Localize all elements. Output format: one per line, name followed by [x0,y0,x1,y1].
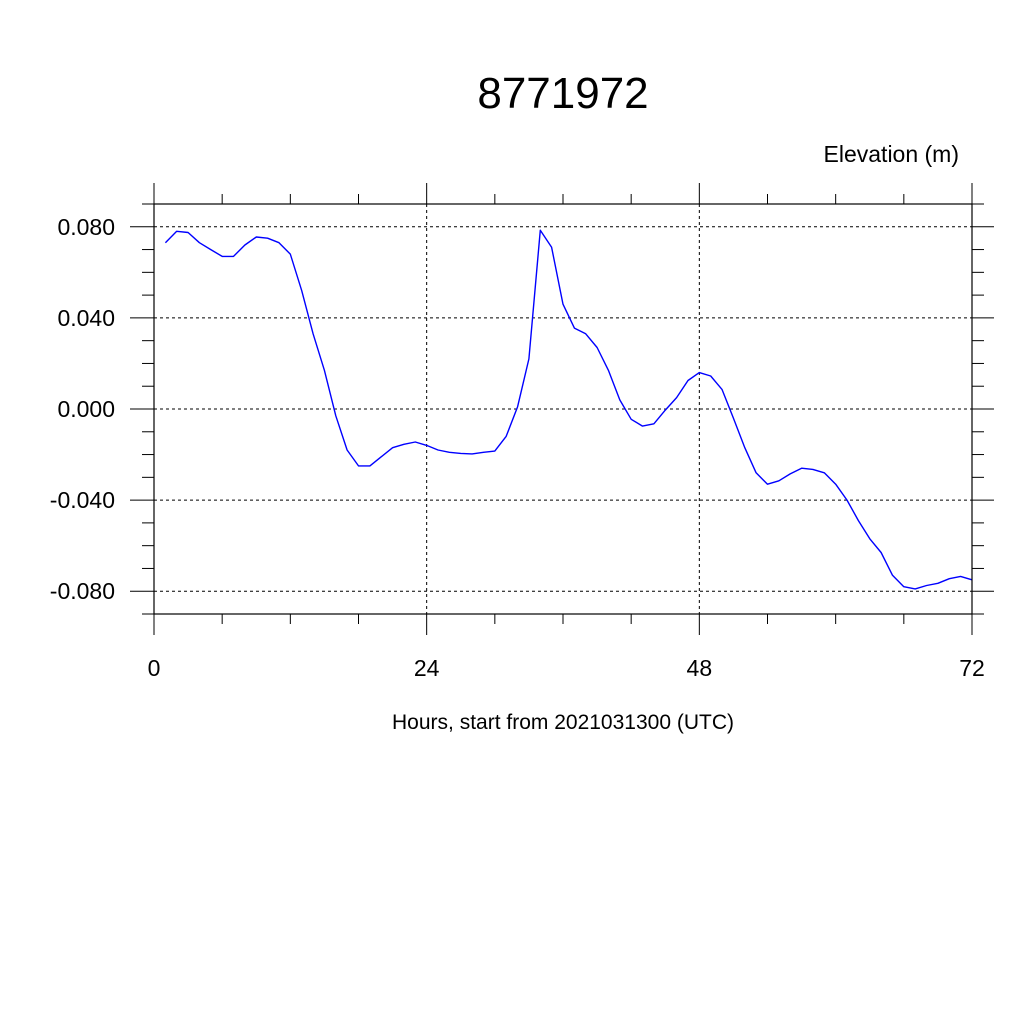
tick-labels: 0.080 0.040 0.000 -0.040 -0.080 0 24 48 72 [50,214,985,681]
x-axis-label: Hours, start from 2021031300 (UTC) [392,711,734,734]
axis-ticks [130,183,994,635]
chart-title: 8771972 [477,69,648,118]
y-tick-label: -0.040 [50,487,115,513]
x-tick-label: 72 [959,655,985,681]
x-tick-label: 0 [148,655,161,681]
x-tick-label: 48 [687,655,713,681]
series-layer [164,229,973,590]
y-tick-label: -0.080 [50,578,115,604]
y-tick-label: 0.000 [57,396,115,422]
y-axis-label: Elevation (m) [824,141,959,167]
y-tick-label: 0.040 [57,305,115,331]
x-tick-label: 24 [414,655,440,681]
plot-frame [153,203,973,615]
plot-border [153,203,973,615]
grid [154,204,972,614]
series-line [164,229,973,590]
y-tick-label: 0.080 [57,214,115,240]
